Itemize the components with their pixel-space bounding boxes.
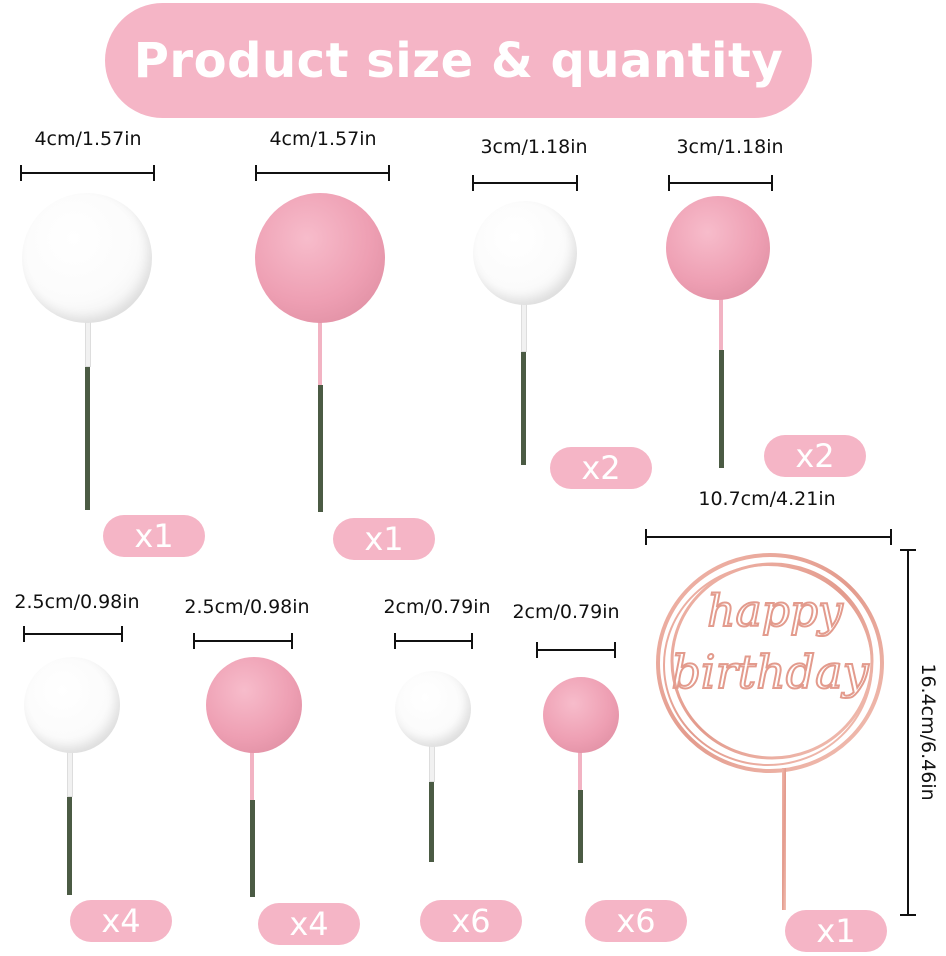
quantity-text: x1 [134, 517, 174, 555]
stick [318, 385, 323, 512]
topper-text-birthday: birthday [671, 645, 869, 699]
pink-ball [206, 657, 302, 753]
topper-height-line [900, 549, 916, 916]
quantity-text: x2 [581, 449, 621, 487]
stick [67, 795, 72, 895]
topper-width-line [645, 529, 892, 545]
stick [578, 790, 583, 863]
stick-top [578, 748, 582, 790]
quantity-text: x2 [795, 437, 835, 475]
title: Product size & quantity [133, 32, 784, 89]
pink-ball [666, 196, 770, 300]
title-banner: Product size & quantity [105, 3, 812, 118]
quantity-badge: x6 [585, 900, 687, 942]
quantity-text: x1 [816, 912, 856, 950]
size-line [255, 165, 390, 181]
stick-top [429, 742, 435, 782]
white-ball [395, 671, 471, 747]
quantity-text: x4 [101, 902, 141, 940]
size-label: 4cm/1.57in [34, 128, 142, 150]
size-label: 3cm/1.18in [676, 136, 784, 158]
stick [521, 350, 526, 465]
stick [85, 365, 90, 510]
stick-top [719, 295, 723, 350]
size-line [23, 626, 123, 642]
quantity-badge: x4 [70, 900, 172, 942]
size-line [193, 633, 293, 649]
size-label: 2.5cm/0.98in [14, 591, 140, 613]
size-line [668, 175, 773, 191]
stick-top [318, 315, 322, 385]
happy-birthday-topper: happy birthday [656, 553, 884, 910]
topper-text-happy: happy [707, 586, 844, 637]
quantity-text: x6 [616, 902, 656, 940]
pink-ball [255, 193, 385, 323]
size-label: 2cm/0.79in [383, 596, 491, 618]
white-ball [24, 657, 120, 753]
size-label: 3cm/1.18in [480, 136, 588, 158]
quantity-badge: x2 [550, 447, 652, 489]
size-line [20, 165, 155, 181]
quantity-badge: x6 [420, 900, 522, 942]
topper-width-label: 10.7cm/4.21in [698, 488, 836, 510]
stick-top [521, 300, 527, 352]
quantity-text: x6 [451, 902, 491, 940]
quantity-badge: x2 [764, 435, 866, 477]
topper-height-label: 16.4cm/6.46in [917, 663, 939, 801]
size-label: 2.5cm/0.98in [184, 596, 310, 618]
white-ball [473, 201, 577, 305]
quantity-text: x1 [364, 520, 404, 558]
topper-quantity-badge: x1 [785, 910, 887, 952]
size-line [536, 642, 616, 658]
stick-top [250, 748, 254, 800]
quantity-badge: x1 [333, 518, 435, 560]
stick [429, 780, 434, 862]
size-line [472, 175, 578, 191]
stick [250, 800, 255, 897]
size-label: 4cm/1.57in [269, 128, 377, 150]
stick [719, 350, 724, 468]
quantity-badge: x1 [103, 515, 205, 557]
size-label: 2cm/0.79in [512, 601, 620, 623]
size-line [394, 633, 473, 649]
stick-top [67, 748, 73, 797]
quantity-text: x4 [289, 905, 329, 943]
pink-ball [543, 677, 619, 753]
white-ball [22, 193, 152, 323]
quantity-badge: x4 [258, 903, 360, 945]
